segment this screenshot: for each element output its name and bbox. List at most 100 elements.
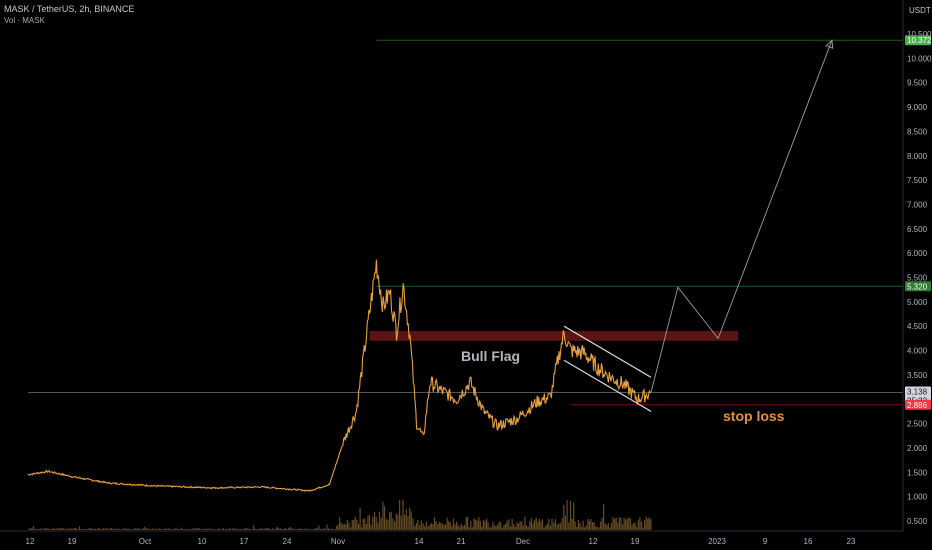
volume-bar (292, 529, 294, 530)
volume-bar (208, 528, 210, 530)
volume-bar (548, 518, 550, 530)
symbol-title[interactable]: MASK / TetherUS, 2h, BINANCE (4, 4, 135, 14)
volume-bar (357, 523, 360, 530)
volume-bar (417, 519, 419, 530)
volume-bar (153, 529, 155, 530)
volume-bar (346, 520, 348, 530)
volume-bar (166, 528, 168, 530)
volume-bar (37, 529, 39, 530)
volume-bar (281, 529, 283, 530)
volume-bar (356, 519, 358, 530)
volume-bar (158, 528, 160, 530)
volume-bar (476, 520, 478, 530)
volume-bar (225, 529, 228, 530)
volume-bar (452, 518, 455, 530)
projection-path[interactable] (650, 40, 833, 393)
volume-bar (645, 516, 647, 530)
volume-bar (585, 525, 587, 530)
volume-bar (554, 518, 556, 530)
volume-bar (78, 526, 81, 530)
volume-bar (629, 518, 631, 530)
volume-bar (463, 525, 466, 530)
volume-bar (365, 524, 367, 530)
volume-bar (473, 518, 475, 530)
volume-bar (482, 519, 484, 530)
volume-bar (321, 529, 323, 530)
volume-bar (553, 522, 555, 530)
time-tick-label: 23 (847, 537, 856, 546)
volume-bar (115, 528, 117, 530)
volume-bar (152, 528, 154, 530)
time-axis[interactable]: 12 19 Oct 10 17 24 Nov 14 21 Dec 12 19 2023 9 16 23 (26, 537, 856, 546)
volume-bar (297, 528, 299, 530)
time-tick-label: 14 (415, 537, 424, 546)
volume-bar (61, 528, 63, 530)
bull-flag-channel[interactable] (563, 325, 652, 412)
volume-bar (52, 528, 54, 530)
volume-bar (513, 523, 515, 530)
volume-bar (126, 528, 128, 530)
volume-bar (410, 511, 412, 530)
volume-bar (129, 529, 132, 530)
channel-upper-line[interactable] (563, 325, 652, 378)
volume-bar (123, 528, 125, 530)
volume-bar (326, 524, 328, 530)
volume-bar (300, 528, 302, 530)
volume-bar (104, 528, 106, 530)
channel-lower-line[interactable] (563, 359, 652, 412)
volume-bar (291, 527, 293, 530)
volume-bar (316, 528, 318, 530)
volume-bar (601, 517, 603, 530)
volume-bar (203, 528, 205, 530)
volume-bar (216, 529, 218, 530)
volume-bar (224, 529, 226, 530)
volume-indicator-title[interactable]: Vol · MASK (4, 16, 45, 25)
volume-bar (174, 528, 176, 530)
volume-bar (294, 528, 296, 530)
volume-bar (424, 526, 426, 530)
volume-bar (31, 528, 33, 530)
volume-bar (50, 528, 52, 530)
volume-bar (254, 528, 256, 530)
volume-bar (40, 528, 43, 530)
volume-bar (419, 525, 421, 530)
volume-bar (599, 521, 602, 530)
volume-bar (93, 528, 95, 530)
volume-bar (454, 524, 456, 530)
volume-bar (145, 528, 147, 530)
volume-bar (535, 517, 537, 530)
volume-bar (633, 523, 635, 530)
volume-bar (185, 529, 188, 530)
volume-bar (160, 529, 162, 530)
volume-bar (313, 529, 315, 530)
volume-bar (564, 516, 566, 530)
volume-bar (623, 517, 625, 530)
volume-bar (80, 529, 82, 530)
price-tick-label: 10.000 (907, 54, 932, 63)
volume-bar (256, 529, 258, 530)
resistance-zone[interactable] (369, 331, 739, 341)
volume-bar (546, 523, 548, 530)
volume-bar (136, 528, 138, 530)
volume-bar (67, 528, 69, 530)
time-tick-label: 17 (240, 537, 249, 546)
volume-bar (459, 526, 461, 530)
volume-bar (537, 521, 539, 530)
volume-bar (362, 518, 364, 530)
volume-bar (74, 528, 76, 530)
volume-bar (44, 528, 46, 530)
volume-bar (390, 511, 392, 530)
volume-bar (525, 525, 528, 530)
volume-bar (389, 512, 391, 530)
volume-bar (233, 528, 236, 530)
volume-bar (55, 529, 57, 530)
volume-bar (319, 528, 322, 530)
volume-bar (563, 505, 565, 530)
volume-bar (323, 528, 325, 530)
price-label-box (905, 281, 931, 292)
volume-bar (168, 528, 170, 530)
volume-bar (270, 529, 272, 530)
volume-bar (171, 529, 173, 530)
volume-bar (435, 521, 437, 530)
